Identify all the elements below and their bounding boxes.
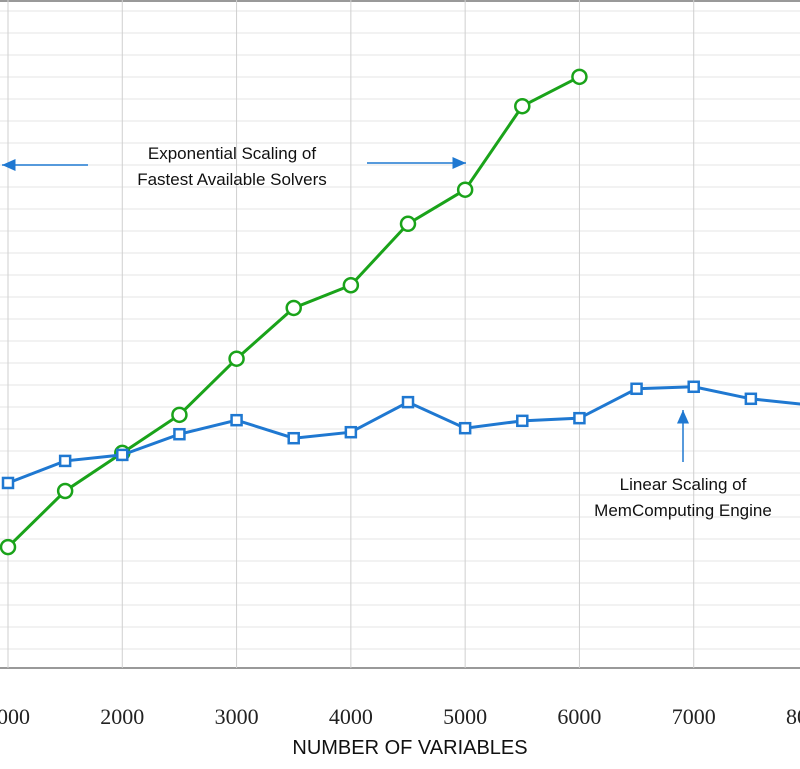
marker (514, 97, 531, 115)
marker (56, 482, 74, 500)
marker (344, 425, 358, 439)
x-tick-label: 6000 (557, 704, 601, 729)
marker (342, 276, 360, 294)
annotation: MemComputing Engine (594, 501, 772, 520)
marker (571, 68, 588, 86)
annotation: Fastest Available Solvers (137, 170, 327, 189)
x-tick-label: 2000 (100, 704, 144, 729)
marker (285, 299, 302, 317)
x-tick-label: 7000 (672, 704, 716, 729)
marker (228, 350, 245, 367)
minor-grid (0, 0, 800, 668)
x-tick-label: 3000 (215, 704, 259, 729)
x-axis-label: NUMBER OF VARIABLES (292, 737, 527, 759)
marker (171, 406, 188, 424)
marker (230, 413, 243, 427)
x-tick-label: 4000 (329, 704, 373, 729)
marker (58, 454, 72, 468)
marker (401, 395, 415, 409)
marker (573, 411, 586, 425)
marker (399, 215, 417, 233)
marker (1, 476, 15, 490)
marker (744, 392, 758, 406)
marker (173, 427, 186, 441)
marker (687, 380, 700, 394)
annotation: Exponential Scaling of (148, 144, 317, 163)
marker (458, 421, 472, 435)
marker (116, 448, 129, 462)
marker (456, 181, 474, 198)
annotation: Linear Scaling of (620, 475, 747, 494)
x-tick-label: 5000 (443, 704, 487, 729)
marker (0, 538, 17, 556)
x-tick-label: 8000 (786, 704, 800, 729)
marker (287, 431, 300, 445)
marker (516, 414, 529, 428)
x-tick-label: 1000 (0, 704, 30, 729)
marker (630, 382, 643, 396)
